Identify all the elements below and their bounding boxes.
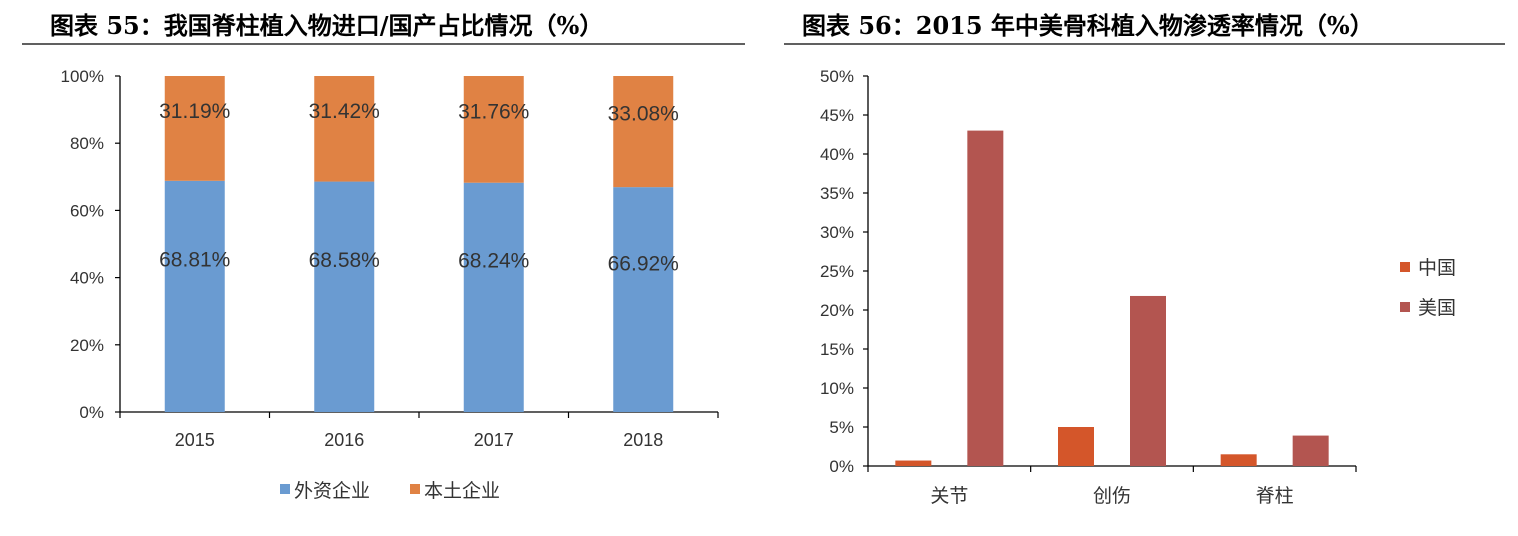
stacked-bar-chart: 0% 20% 40% 60% 80% 100% 68.81% 31.19% 2015 68.58%… bbox=[22, 43, 745, 502]
bar-foreign bbox=[613, 187, 674, 412]
y-tick-label: 100% bbox=[61, 67, 104, 86]
bar-domestic bbox=[314, 76, 375, 182]
y-tick-label: 0% bbox=[829, 457, 854, 476]
data-label: 31.42% bbox=[309, 100, 380, 123]
y-tick-label: 25% bbox=[820, 262, 854, 281]
legend-label: 美国 bbox=[1418, 297, 1456, 319]
chart-title: 图表 55：我国脊柱植入物进口/国产占比情况（%） bbox=[50, 11, 604, 40]
bar-domestic bbox=[463, 76, 524, 183]
y-tick-label: 50% bbox=[820, 67, 854, 86]
x-tick-label: 脊柱 bbox=[1256, 485, 1294, 507]
chart-panel-penetration: 图表 56：2015 年中美骨科植入物渗透率情况（%） 0% 5% 10% 15% 20… bbox=[760, 0, 1518, 536]
bar-usa bbox=[1292, 435, 1329, 466]
bar-foreign bbox=[164, 180, 225, 412]
legend-swatch bbox=[410, 484, 420, 494]
data-label: 68.24% bbox=[458, 250, 529, 273]
y-tick-label: 40% bbox=[820, 145, 854, 164]
y-tick-label: 5% bbox=[829, 418, 854, 437]
legend-label: 中国 bbox=[1418, 257, 1456, 279]
legend-swatch bbox=[1400, 302, 1410, 312]
y-tick-label: 15% bbox=[820, 340, 854, 359]
y-tick-label: 20% bbox=[820, 301, 854, 320]
data-label: 33.08% bbox=[608, 102, 679, 125]
data-label: 31.19% bbox=[159, 100, 230, 123]
bar-china bbox=[895, 460, 932, 466]
x-tick-label: 创伤 bbox=[1093, 485, 1131, 507]
bar-foreign bbox=[314, 181, 375, 412]
bar-usa bbox=[1130, 295, 1166, 466]
y-tick-label: 40% bbox=[70, 269, 104, 288]
x-tick-label: 2016 bbox=[324, 430, 364, 450]
legend-swatch bbox=[280, 484, 290, 494]
x-tick-label: 2017 bbox=[474, 430, 514, 450]
y-tick-label: 35% bbox=[820, 184, 854, 203]
data-label: 66.92% bbox=[608, 252, 679, 275]
data-label: 68.58% bbox=[309, 249, 380, 272]
grouped-bar-chart: 0% 5% 10% 15% 20% 25% 30% 35% 40% 45% 50% 关节 创伤 脊柱 中国美… bbox=[784, 43, 1505, 507]
data-label: 68.81% bbox=[159, 248, 230, 271]
legend-swatch bbox=[1400, 262, 1410, 272]
x-tick-label: 2018 bbox=[623, 430, 663, 450]
chart-title: 图表 56：2015 年中美骨科植入物渗透率情况（%） bbox=[802, 11, 1374, 40]
bar-foreign bbox=[463, 182, 524, 412]
bar-domestic bbox=[613, 76, 674, 188]
chart-panel-spine-share: 图表 55：我国脊柱植入物进口/国产占比情况（%） 0% 20% 40% 60% 80%… bbox=[22, 11, 745, 502]
x-tick-label: 2015 bbox=[175, 430, 215, 450]
bar-china bbox=[1058, 427, 1094, 466]
y-tick-label: 10% bbox=[820, 379, 854, 398]
legend-label: 外资企业 bbox=[294, 480, 370, 502]
y-tick-label: 0% bbox=[79, 403, 104, 422]
y-tick-label: 60% bbox=[70, 201, 104, 220]
x-tick-label: 关节 bbox=[930, 485, 968, 507]
bar-domestic bbox=[164, 76, 225, 181]
y-tick-label: 20% bbox=[70, 336, 104, 355]
y-tick-label: 30% bbox=[820, 223, 854, 242]
bar-usa bbox=[967, 130, 1004, 466]
bar-china bbox=[1220, 454, 1257, 466]
y-tick-label: 45% bbox=[820, 106, 854, 125]
data-label: 31.76% bbox=[458, 101, 529, 124]
y-tick-label: 80% bbox=[70, 134, 104, 153]
legend-label: 本土企业 bbox=[424, 480, 500, 502]
